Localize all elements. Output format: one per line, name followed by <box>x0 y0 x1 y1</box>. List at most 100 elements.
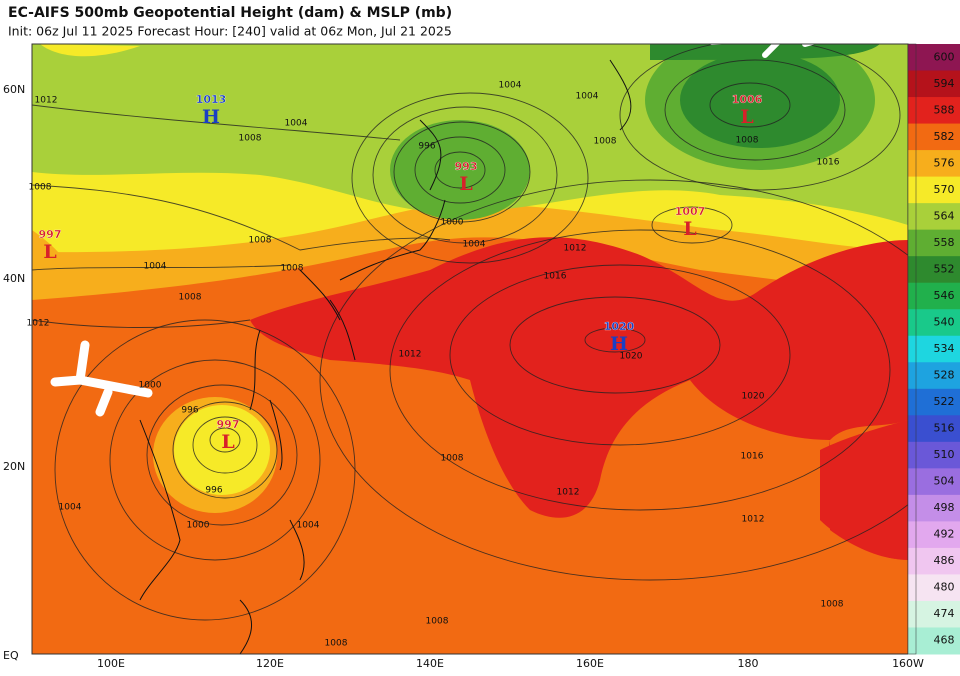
center-letter: L <box>740 106 753 128</box>
colorbar-label: 510 <box>934 448 955 461</box>
isobar-label: 996 <box>205 486 222 496</box>
center-value: 993 <box>455 160 478 173</box>
isobar-label: 1000 <box>139 381 162 391</box>
colorbar-label: 498 <box>934 501 955 514</box>
lat-label: EQ <box>3 649 19 662</box>
isobar-label: 1012 <box>35 96 58 106</box>
lat-label: 20N <box>3 460 25 473</box>
isobar-label: 1020 <box>620 352 643 362</box>
colorbar-tab <box>907 43 917 655</box>
colorbar-swatch <box>908 150 960 178</box>
lon-label: 140E <box>416 657 444 670</box>
colorbar-swatch <box>908 494 960 522</box>
center-value: 1006 <box>732 93 763 106</box>
isobar-label: 1004 <box>285 119 308 129</box>
isobar-label: 1012 <box>399 350 422 360</box>
isobar-label: 1008 <box>325 639 348 649</box>
lon-label: 100E <box>97 657 125 670</box>
colorbar-swatch <box>908 627 960 655</box>
colorbar-label: 528 <box>934 369 955 382</box>
lat-label: 40N <box>3 272 25 285</box>
isobar-label: 996 <box>181 406 198 416</box>
colorbar-label: 558 <box>934 236 955 249</box>
isobar-label: 1020 <box>742 392 765 402</box>
isobar-label: 1016 <box>817 158 840 168</box>
center-letter: L <box>221 431 234 453</box>
center-value: 997 <box>217 418 240 431</box>
colorbar-swatch <box>908 203 960 231</box>
isobar-label: 1008 <box>281 264 304 274</box>
center-letter: L <box>459 173 472 195</box>
colorbar-label: 582 <box>934 130 955 143</box>
colorbar-label: 480 <box>934 581 955 594</box>
isobars <box>32 44 908 621</box>
lon-label: 160W <box>892 657 924 670</box>
colorbar-swatch <box>908 97 960 125</box>
isobar-label: 1016 <box>741 452 764 462</box>
colorbar-label: 516 <box>934 422 955 435</box>
isobar-label: 1012 <box>27 319 50 329</box>
colorbar-label: 534 <box>934 342 955 355</box>
colorbar-label: 474 <box>934 607 955 620</box>
center-letter: L <box>683 218 696 240</box>
isobar-label: 1008 <box>736 136 759 146</box>
center-value: 1013 <box>196 93 227 106</box>
center-letter: H <box>610 333 628 355</box>
colorbar-label: 564 <box>934 209 955 222</box>
isobar-label: 1012 <box>742 515 765 525</box>
colorbar-label: 504 <box>934 475 955 488</box>
colorbar-label: 594 <box>934 77 955 90</box>
isobar-label: 1008 <box>426 617 449 627</box>
colorbar: 600 594 588 582 576 570 564 558 552 546 540 534 528 5… <box>907 43 960 655</box>
isobar-label: 1008 <box>239 134 262 144</box>
colorbar-swatch <box>908 468 960 496</box>
colorbar-swatch <box>908 547 960 575</box>
colorbar-label: 522 <box>934 395 955 408</box>
isobar-label: 1016 <box>544 272 567 282</box>
isobar-label: 1008 <box>821 600 844 610</box>
isobar-label: 1000 <box>441 218 464 228</box>
annotations <box>50 31 843 417</box>
isobar-label: 1008 <box>441 454 464 464</box>
isobar-label: 1004 <box>499 81 522 91</box>
colorbar-swatch <box>908 388 960 416</box>
center-letter: L <box>43 241 56 263</box>
isobar-label: 1004 <box>463 240 486 250</box>
colorbar-swatch <box>908 415 960 443</box>
lon-label: 160E <box>576 657 604 670</box>
colorbar-label: 546 <box>934 289 955 302</box>
colorbar-swatch <box>908 70 960 98</box>
colorbar-label: 468 <box>934 634 955 647</box>
colorbar-label: 576 <box>934 156 955 169</box>
height-field <box>32 44 908 654</box>
colorbar-label: 486 <box>934 554 955 567</box>
isobar-label: 1004 <box>144 262 167 272</box>
colorbar-swatch <box>908 600 960 628</box>
colorbar-label: 570 <box>934 183 955 196</box>
center-value: 1007 <box>675 205 706 218</box>
isobar-label: 1008 <box>179 293 202 303</box>
colorbar-label: 492 <box>934 528 955 541</box>
isobar-label: 1012 <box>564 244 587 254</box>
center-value: 1020 <box>604 320 635 333</box>
isobar-label: 1004 <box>59 503 82 513</box>
colorbar-swatch <box>908 521 960 549</box>
colorbar-swatch <box>908 335 960 363</box>
colorbar-swatch <box>908 309 960 337</box>
subtitle: Init: 06z Jul 11 2025 Forecast Hour: [24… <box>8 24 452 39</box>
colorbar-label: 600 <box>934 50 955 63</box>
lon-label: 180 <box>738 657 759 670</box>
colorbar-swatch <box>908 441 960 469</box>
isobar-label: 1008 <box>594 137 617 147</box>
colorbar-label: 552 <box>934 262 955 275</box>
center-letter: H <box>202 106 220 128</box>
colorbar-swatch <box>908 123 960 151</box>
center-value: 997 <box>39 228 62 241</box>
isobar-label: 996 <box>418 142 435 152</box>
isobar-label: 1004 <box>576 92 599 102</box>
isobar-label: 1008 <box>249 236 272 246</box>
lon-label: 120E <box>256 657 284 670</box>
isobar-label: 1004 <box>297 521 320 531</box>
isobar-label: 1008 <box>29 183 52 193</box>
